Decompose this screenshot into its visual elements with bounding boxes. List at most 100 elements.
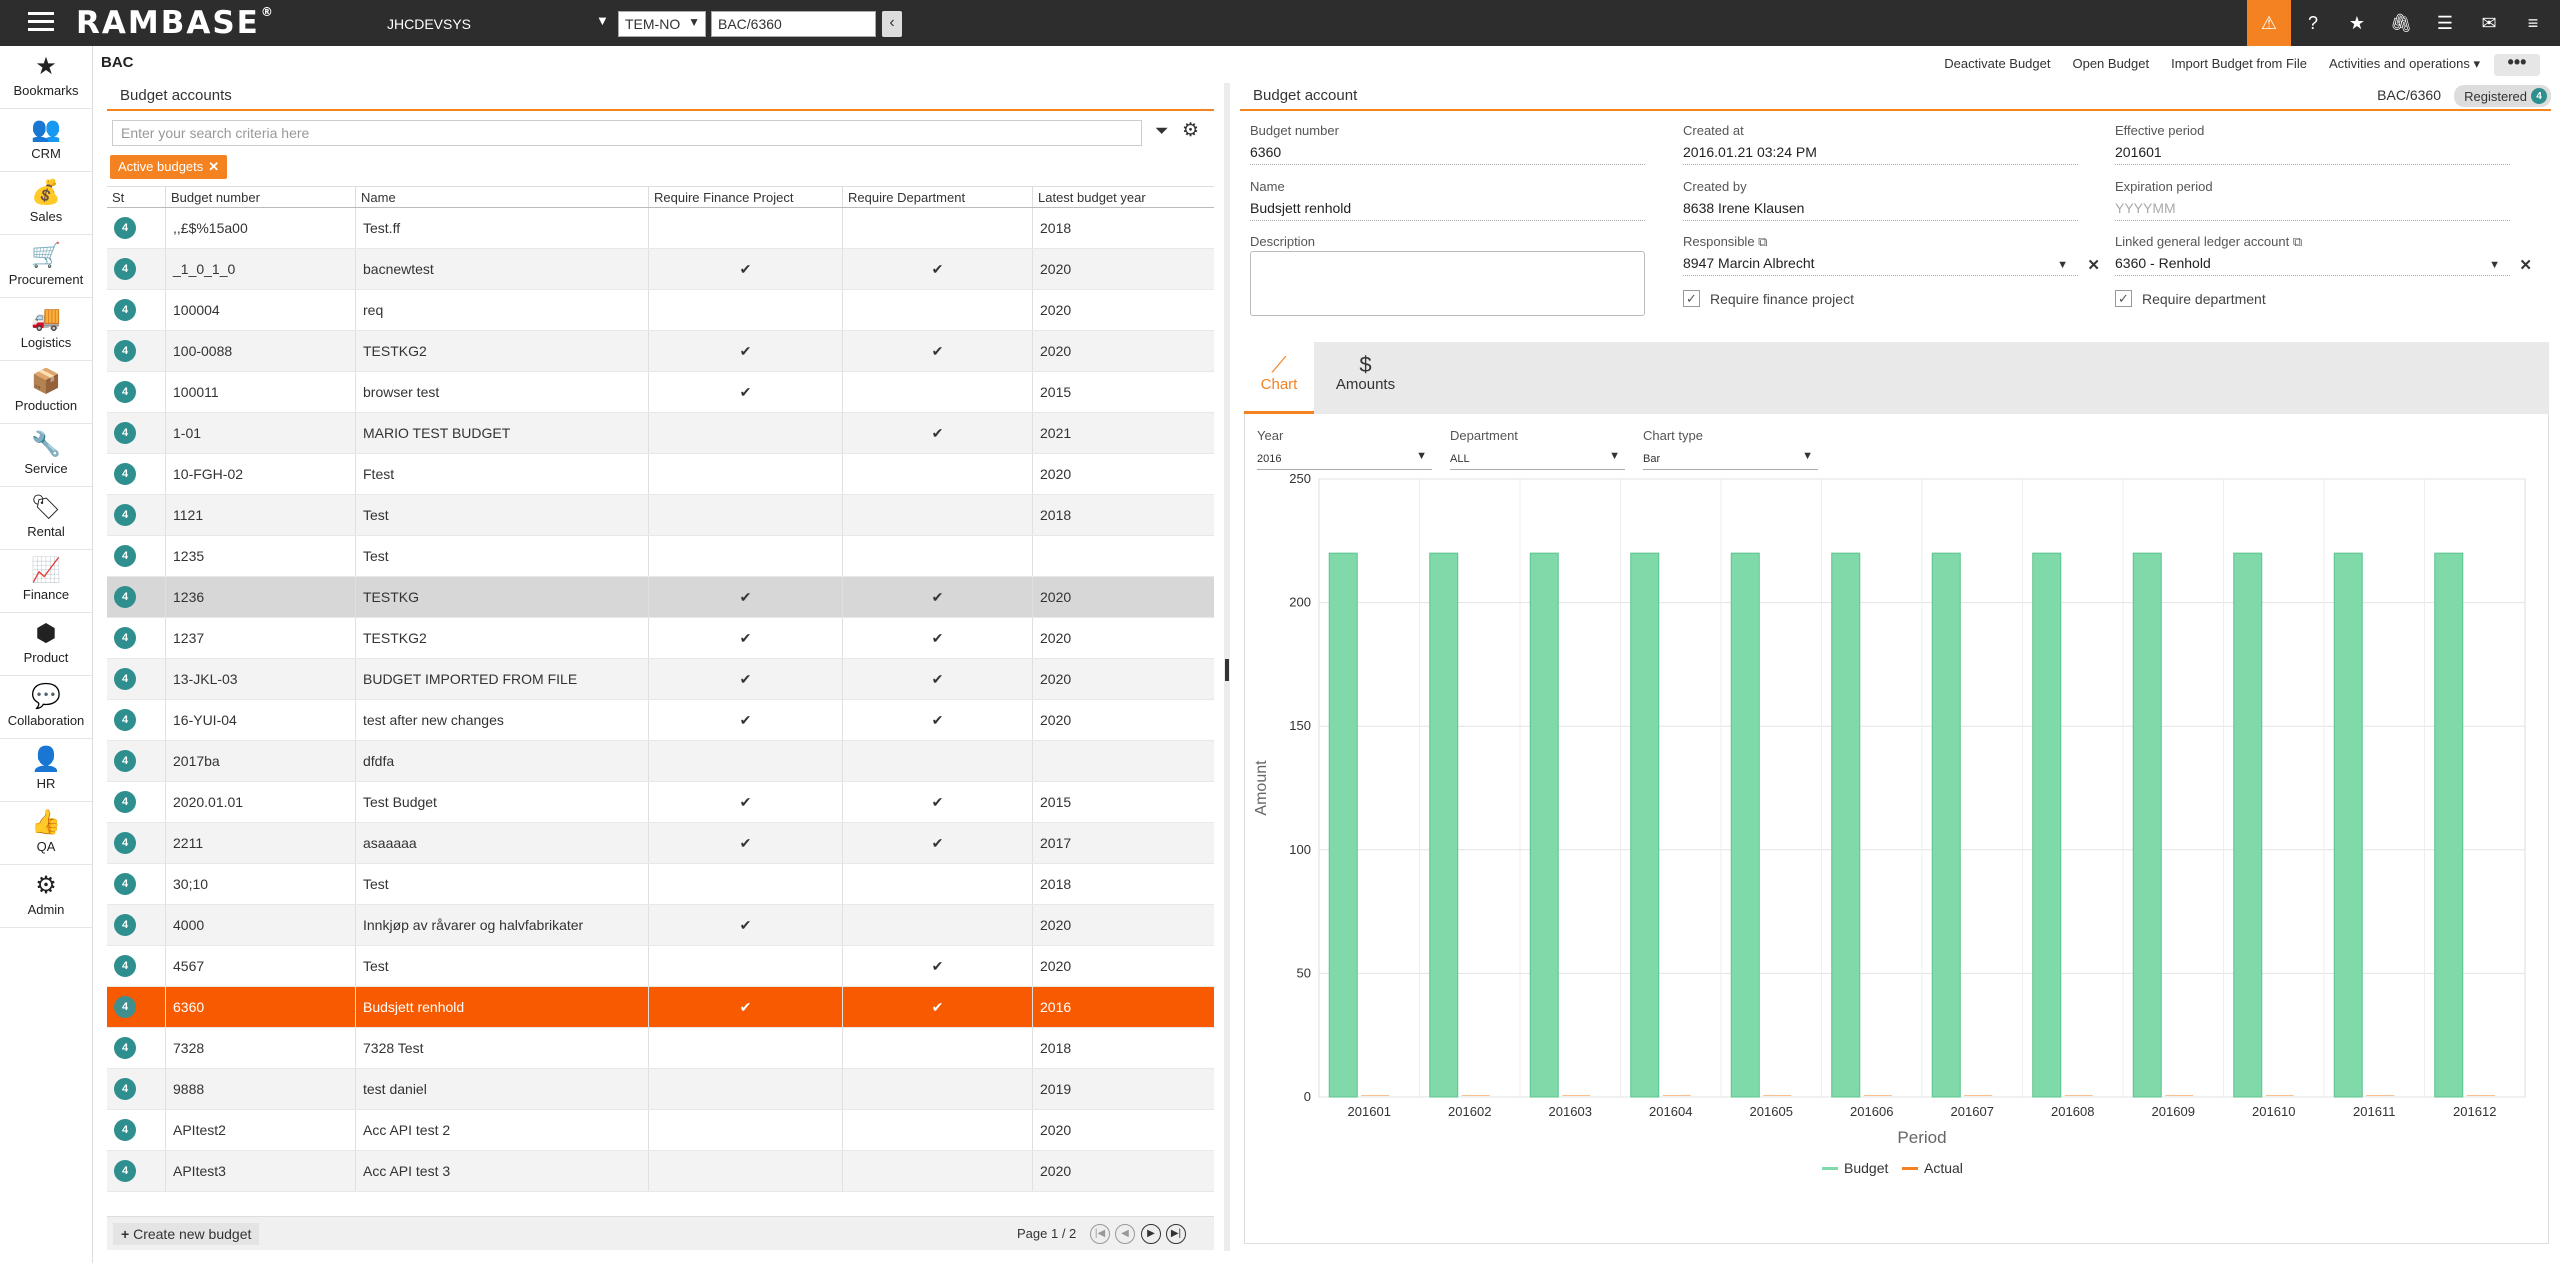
- sidebar-item-admin[interactable]: ⚙ Admin: [0, 865, 92, 928]
- clear-icon[interactable]: ✕: [2087, 257, 2100, 274]
- panel-title: Budget account: [1240, 83, 2551, 111]
- goto-input[interactable]: BAC/6360: [711, 11, 876, 37]
- chevron-down-icon[interactable]: ▼: [2489, 259, 2500, 271]
- close-icon[interactable]: ✕: [208, 159, 220, 174]
- table-row[interactable]: 4 1235 Test: [107, 536, 1214, 577]
- table-row[interactable]: 4 10-FGH-02 Ftest 2020: [107, 454, 1214, 495]
- expiration-period-field[interactable]: Expiration period YYYYMM: [2115, 179, 2510, 221]
- sidebar-item-logistics[interactable]: 🚚 Logistics: [0, 298, 92, 361]
- status-icon: 4: [114, 422, 136, 444]
- column-header[interactable]: Name: [356, 187, 649, 207]
- table-row[interactable]: 4 1121 Test 2018: [107, 495, 1214, 536]
- chart-type-select[interactable]: Chart type Bar ▼: [1643, 428, 1818, 470]
- table-row[interactable]: 4 30;10 Test 2018: [107, 864, 1214, 905]
- chevron-down-icon[interactable]: ▼: [596, 13, 609, 28]
- table-row[interactable]: 4 16-YUI-04 test after new changes ✔ ✔ 2020: [107, 700, 1214, 741]
- star-icon[interactable]: ★: [2348, 13, 2366, 33]
- last-page-button[interactable]: ▶|: [1166, 1224, 1186, 1244]
- panel-splitter[interactable]: [1224, 83, 1230, 1251]
- table-row[interactable]: 4 9888 test daniel 2019: [107, 1069, 1214, 1110]
- table-row[interactable]: 4 100004 req 2020: [107, 290, 1214, 331]
- sidebar-item-collaboration[interactable]: 💬 Collaboration: [0, 676, 92, 739]
- gear-icon[interactable]: ⚙: [1182, 120, 1200, 141]
- paperclip-icon[interactable]: 🖇: [2389, 13, 2413, 33]
- active-budgets-filter-chip[interactable]: Active budgets ✕: [110, 155, 228, 179]
- back-button[interactable]: ‹: [882, 11, 902, 37]
- table-row[interactable]: 4 7328 7328 Test 2018: [107, 1028, 1214, 1069]
- budget-number-field[interactable]: Budget number 6360: [1250, 123, 1645, 165]
- checkbox-icon[interactable]: ✓: [2115, 290, 2132, 307]
- first-page-button[interactable]: |◀: [1090, 1224, 1110, 1244]
- name-field[interactable]: Name Budsjett renhold: [1250, 179, 1645, 221]
- table-row[interactable]: 4 2020.01.01 Test Budget ✔ ✔ 2015: [107, 782, 1214, 823]
- year-select[interactable]: Year 2016 ▼: [1257, 428, 1432, 470]
- sidebar-item-finance[interactable]: 📈 Finance: [0, 550, 92, 613]
- system-name[interactable]: JHCDEVSYS: [387, 16, 472, 32]
- menu-icon[interactable]: [28, 12, 54, 32]
- open-link-icon[interactable]: ⧉: [2292, 234, 2303, 249]
- table-row[interactable]: 4 1-01 MARIO TEST BUDGET ✔ 2021: [107, 413, 1214, 454]
- table-row[interactable]: 4 100-0088 TESTKG2 ✔ ✔ 2020: [107, 331, 1214, 372]
- table-row[interactable]: 4 4567 Test ✔ 2020: [107, 946, 1214, 987]
- fp-cell: [649, 454, 843, 494]
- table-row[interactable]: 4 2017ba dfdfa: [107, 741, 1214, 782]
- table-row[interactable]: 4 ,,£$%15a00 Test.ff 2018: [107, 208, 1214, 249]
- open-budget-button[interactable]: Open Budget: [2072, 56, 2150, 71]
- table-row[interactable]: 4 6360 Budsjett renhold ✔ ✔ 2016: [107, 987, 1214, 1028]
- help-icon[interactable]: ?: [2307, 13, 2318, 33]
- linked-gl-account-field[interactable]: Linked general ledger account ⧉ 6360 - Re…: [2115, 234, 2532, 276]
- table-row[interactable]: 4 13-JKL-03 BUDGET IMPORTED FROM FILE ✔ ✔ 202…: [107, 659, 1214, 700]
- create-new-budget-button[interactable]: + Create new budget: [113, 1223, 260, 1245]
- sidebar-item-qa[interactable]: 👍 QA: [0, 802, 92, 865]
- company-select[interactable]: TEM-NO ▼: [618, 11, 706, 37]
- filter-icon[interactable]: ⏷: [1155, 121, 1169, 140]
- table-row[interactable]: 4 APItest3 Acc API test 3 2020: [107, 1151, 1214, 1192]
- table-row[interactable]: 4 _1_0_1_0 bacnewtest ✔ ✔ 2020: [107, 249, 1214, 290]
- open-link-icon[interactable]: ⧉: [1758, 234, 1768, 249]
- rambase-logo[interactable]: RAMBASE®: [76, 5, 275, 41]
- sidebar-item-procurement[interactable]: 🛒 Procurement: [0, 235, 92, 298]
- description-textarea[interactable]: [1250, 251, 1645, 316]
- more-button[interactable]: •••: [2494, 53, 2540, 76]
- column-header[interactable]: Budget number: [166, 187, 356, 207]
- year-cell: 2020: [1040, 1122, 1072, 1138]
- require-department-checkbox[interactable]: ✓ Require department: [2115, 290, 2266, 307]
- table-row[interactable]: 4 2211 asaaaaa ✔ ✔ 2017: [107, 823, 1214, 864]
- tab-amounts[interactable]: $ Amounts: [1318, 342, 1413, 414]
- sidebar-item-crm[interactable]: 👥 CRM: [0, 109, 92, 172]
- sidebar-item-hr[interactable]: 👤 HR: [0, 739, 92, 802]
- import-budget-button[interactable]: Import Budget from File: [2171, 56, 2307, 71]
- activities-menu-button[interactable]: Activities and operations ▾: [2328, 56, 2480, 71]
- sidebar-item-rental[interactable]: 🏷 Rental: [0, 487, 92, 550]
- column-header[interactable]: St: [107, 187, 166, 207]
- menu-icon[interactable]: ≡: [2527, 13, 2539, 33]
- effective-period-field[interactable]: Effective period 201601: [2115, 123, 2510, 165]
- clear-icon[interactable]: ✕: [2519, 257, 2532, 274]
- column-header[interactable]: Require Finance Project: [649, 187, 843, 207]
- next-page-button[interactable]: ▶: [1141, 1224, 1161, 1244]
- sidebar-item-production[interactable]: 📦 Production: [0, 361, 92, 424]
- column-header[interactable]: Require Department: [843, 187, 1033, 207]
- prev-page-button[interactable]: ◀: [1115, 1224, 1135, 1244]
- sidebar-item-service[interactable]: 🔧 Service: [0, 424, 92, 487]
- table-row[interactable]: 4 1237 TESTKG2 ✔ ✔ 2020: [107, 618, 1214, 659]
- sidebar-item-sales[interactable]: 💰 Sales: [0, 172, 92, 235]
- mail-icon[interactable]: ✉: [2481, 13, 2497, 33]
- deactivate-budget-button[interactable]: Deactivate Budget: [1944, 56, 2051, 71]
- chevron-down-icon[interactable]: ▼: [2057, 259, 2068, 271]
- sidebar-item-product[interactable]: ⬢ Product: [0, 613, 92, 676]
- list-icon[interactable]: ☰: [2436, 13, 2454, 33]
- warning-icon[interactable]: ⚠: [2247, 0, 2291, 46]
- require-finance-project-checkbox[interactable]: ✓ Require finance project: [1683, 290, 1854, 307]
- table-row[interactable]: 4 100011 browser test ✔ 2015: [107, 372, 1214, 413]
- table-row[interactable]: 4 4000 Innkjøp av råvarer og halvfabrikate…: [107, 905, 1214, 946]
- checkbox-icon[interactable]: ✓: [1683, 290, 1700, 307]
- search-input[interactable]: Enter your search criteria here: [112, 120, 1142, 146]
- tab-chart[interactable]: ⟋ Chart: [1244, 342, 1314, 414]
- table-row[interactable]: 4 APItest2 Acc API test 2 2020: [107, 1110, 1214, 1151]
- department-select[interactable]: Department ALL ▼: [1450, 428, 1625, 470]
- responsible-field[interactable]: Responsible ⧉ 8947 Marcin Albrecht ▼ ✕: [1683, 234, 2100, 276]
- table-row[interactable]: 4 1236 TESTKG ✔ ✔ 2020: [107, 577, 1214, 618]
- column-header[interactable]: Latest budget year: [1038, 190, 1146, 205]
- sidebar-item-bookmarks[interactable]: ★ Bookmarks: [0, 46, 92, 109]
